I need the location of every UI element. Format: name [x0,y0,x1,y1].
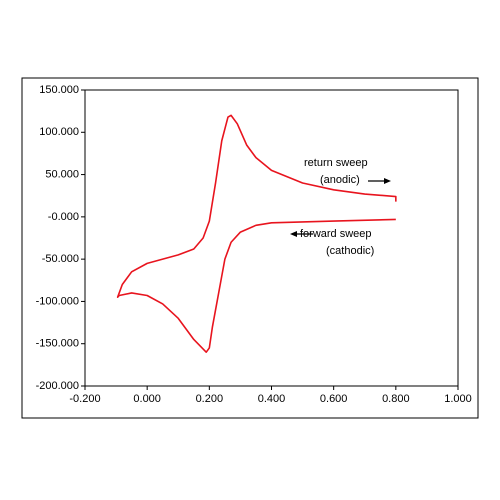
annotation: forward sweep [300,228,372,240]
data-line [116,114,397,353]
y-tick-label: 150.000 [39,84,79,96]
x-tick-label: 1.000 [444,393,472,405]
x-tick-label: 0.800 [382,393,410,405]
x-tick-label: 0.200 [196,393,224,405]
annotation: (cathodic) [326,245,374,257]
x-tick-label: -0.200 [69,393,100,405]
annotation: (anodic) [320,174,360,186]
return-arrow [368,178,391,184]
forward-arrow [290,231,313,237]
y-tick-label: -100.000 [36,295,79,307]
x-tick-label: 0.400 [258,393,286,405]
y-tick-label: -50.000 [42,253,79,265]
y-tick-label: -200.000 [36,380,79,392]
y-tick-label: 50.000 [45,168,79,180]
y-tick-label: -150.000 [36,338,79,350]
y-tick-label: 100.000 [39,126,79,138]
x-tick-label: 0.000 [133,393,161,405]
chart-frame [21,77,479,419]
annotation: return sweep [304,157,368,169]
y-tick-label: -0.000 [48,211,79,223]
x-tick-label: 0.600 [320,393,348,405]
